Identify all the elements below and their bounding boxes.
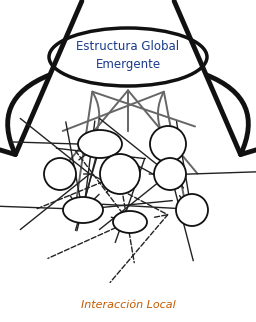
Ellipse shape <box>44 158 76 190</box>
Ellipse shape <box>176 194 208 226</box>
Text: Interacción Local: Interacción Local <box>81 300 175 310</box>
Ellipse shape <box>113 211 147 233</box>
Ellipse shape <box>63 197 103 223</box>
Ellipse shape <box>150 126 186 162</box>
Ellipse shape <box>100 154 140 194</box>
Ellipse shape <box>49 28 207 86</box>
Text: Estructura Global
Emergente: Estructura Global Emergente <box>77 40 179 71</box>
Ellipse shape <box>78 130 122 158</box>
Ellipse shape <box>154 158 186 190</box>
